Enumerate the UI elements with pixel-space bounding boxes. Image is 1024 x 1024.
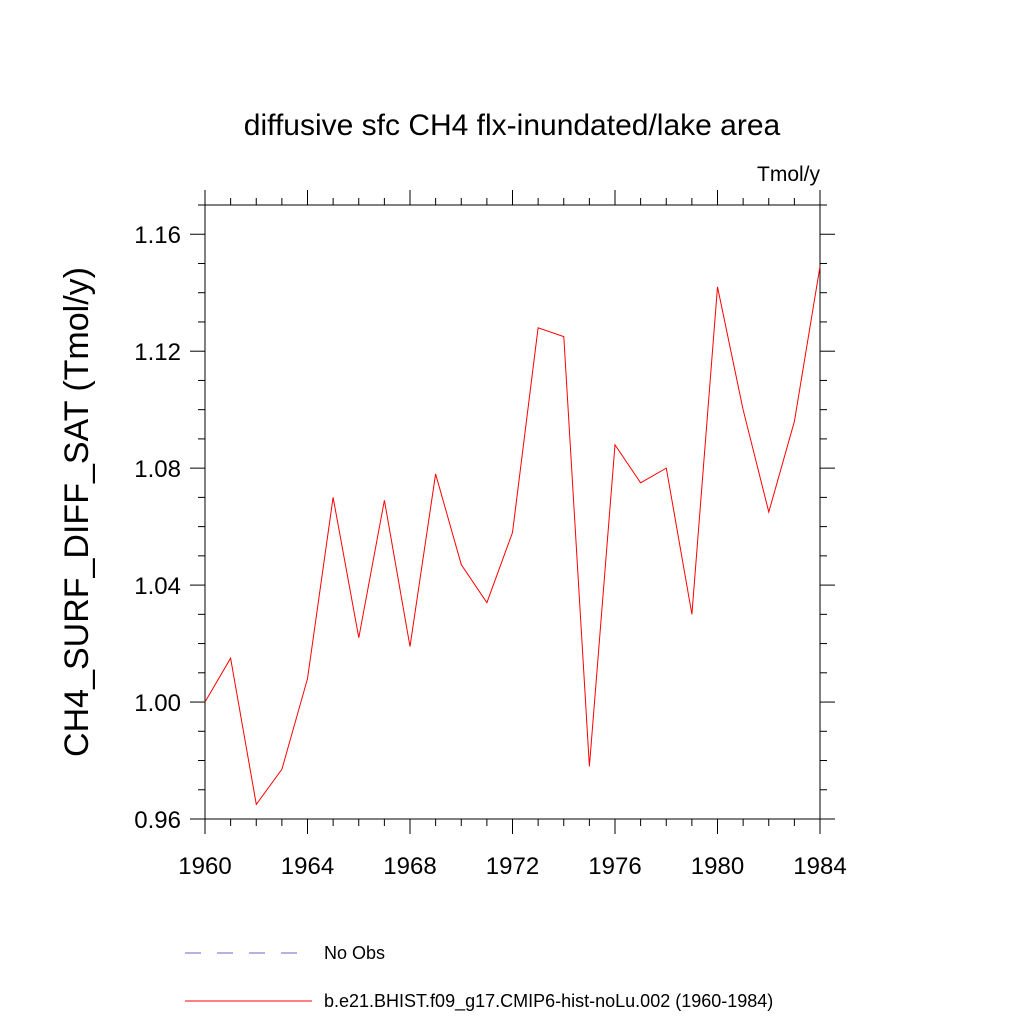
legend-label-model-run: b.e21.BHIST.f09_g17.CMIP6-hist-noLu.002 …	[324, 991, 773, 1012]
x-tick-label: 1972	[486, 853, 539, 880]
plot-frame	[204, 204, 821, 820]
y-tick-label: 1.16	[134, 222, 181, 249]
y-tick-label: 1.04	[134, 573, 181, 600]
x-tick-label: 1980	[691, 853, 744, 880]
x-tick-label: 1964	[281, 853, 334, 880]
tick-marks	[190, 190, 835, 834]
y-tick-label: 1.12	[134, 339, 181, 366]
series-layer	[204, 266, 821, 806]
y-axis-title: CH4_SURF_DIFF_SAT (Tmol/y)	[58, 267, 96, 757]
legend: No Obs b.e21.BHIST.f09_g17.CMIP6-hist-no…	[185, 943, 773, 1012]
y-tick-labels: 0.96 1.00 1.04 1.08 1.12 1.16	[134, 222, 181, 834]
chart-title: diffusive sfc CH4 flx-inundated/lake are…	[244, 109, 781, 142]
units-label: Tmol/y	[757, 163, 821, 186]
x-tick-labels: 1960 1964 1968 1972 1976 1980 1984	[178, 853, 846, 880]
legend-label-no-obs: No Obs	[324, 943, 385, 963]
y-tick-label: 1.00	[134, 690, 181, 717]
x-tick-label: 1976	[588, 853, 641, 880]
x-tick-label: 1984	[793, 853, 846, 880]
x-tick-label: 1960	[178, 853, 231, 880]
y-tick-label: 1.08	[134, 456, 181, 483]
series-line	[204, 266, 821, 806]
x-tick-label: 1968	[383, 853, 436, 880]
y-tick-label: 0.96	[134, 807, 181, 834]
